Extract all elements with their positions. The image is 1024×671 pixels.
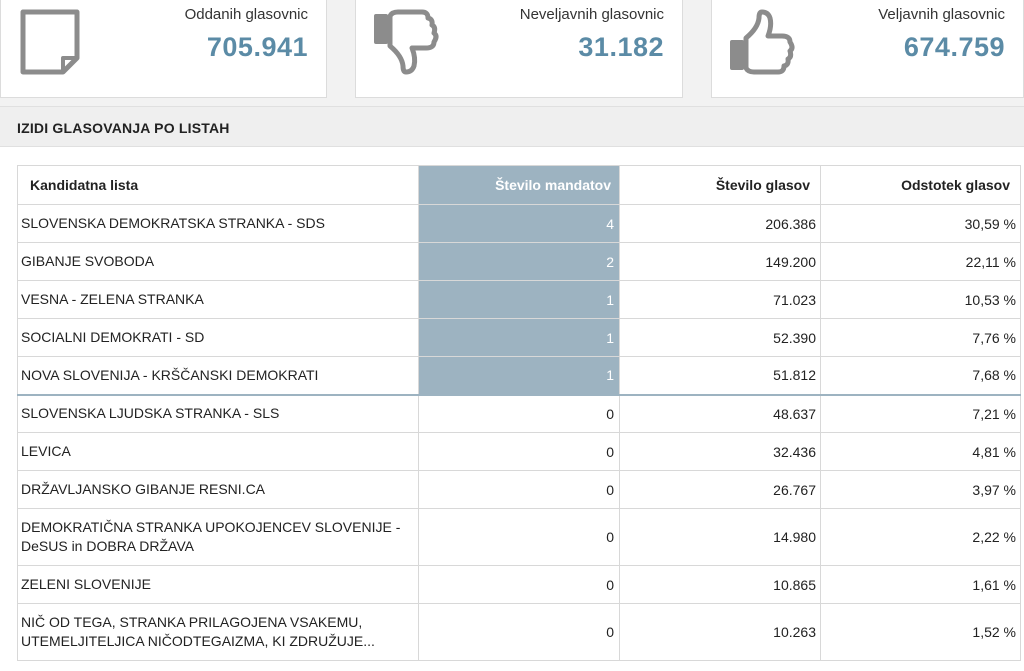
column-header-list[interactable]: Kandidatna lista [17,165,419,205]
table-row: DRŽAVLJANSKO GIBANJE RESNI.CA 0 26.767 3… [17,470,1021,509]
table-row: VESNA - ZELENA STRANKA 1 71.023 10,53 % [17,280,1021,319]
table-row: NIČ OD TEGA, STRANKA PRILAGOJENA VSAKEMU… [17,603,1021,661]
party-name: GIBANJE SVOBODA [17,242,419,281]
table-row: NOVA SLOVENIJA - KRŠČANSKI DEMOKRATI 1 5… [17,356,1021,396]
table-header-row: Kandidatna lista Število mandatov Števil… [17,165,1021,205]
seat-count: 4 [418,204,620,243]
vote-percent: 3,97 % [820,470,1021,509]
party-name: DEMOKRATIČNA STRANKA UPOKOJENCEV SLOVENI… [17,508,419,566]
seat-count: 2 [418,242,620,281]
table-row: LEVICA 0 32.436 4,81 % [17,432,1021,471]
column-header-votes[interactable]: Število glasov [619,165,821,205]
party-name: SLOVENSKA DEMOKRATSKA STRANKA - SDS [17,204,419,243]
seat-count: 0 [418,470,620,509]
table-row: SLOVENSKA DEMOKRATSKA STRANKA - SDS 4 20… [17,204,1021,243]
vote-percent: 7,68 % [820,356,1021,396]
results-table: Kandidatna lista Število mandatov Števil… [17,165,1021,661]
stat-label: Neveljavnih glasovnic [519,6,664,23]
seat-count: 0 [418,603,620,661]
results-section: IZIDI GLASOVANJA PO LISTAH Kandidatna li… [0,106,1024,671]
seat-count: 1 [418,356,620,396]
seat-count: 0 [418,432,620,471]
thumbs-down-icon [374,9,439,75]
party-name: SOCIALNI DEMOKRATI - SD [17,318,419,357]
table-row: ZELENI SLOVENIJE 0 10.865 1,61 % [17,565,1021,604]
stat-card-invalid: Neveljavnih glasovnic 31.182 [355,0,683,98]
vote-count: 206.386 [619,204,821,243]
seat-count: 1 [418,280,620,319]
stat-value: 674.759 [903,32,1005,62]
vote-percent: 7,76 % [820,318,1021,357]
vote-percent: 7,21 % [820,394,1021,433]
vote-percent: 22,11 % [820,242,1021,281]
thumbs-up-icon [730,9,795,75]
vote-count: 48.637 [619,394,821,433]
vote-percent: 1,52 % [820,603,1021,661]
stat-card-cast: Oddanih glasovnic 705.941 [0,0,327,98]
stat-value: 31.182 [578,32,664,62]
seat-count: 1 [418,318,620,357]
table-row: GIBANJE SVOBODA 2 149.200 22,11 % [17,242,1021,281]
seat-count: 0 [418,508,620,566]
ballot-paper-icon [20,9,80,75]
vote-percent: 30,59 % [820,204,1021,243]
table-row: SLOVENSKA LJUDSKA STRANKA - SLS 0 48.637… [17,394,1021,433]
vote-percent: 10,53 % [820,280,1021,319]
party-name: VESNA - ZELENA STRANKA [17,280,419,319]
vote-percent: 1,61 % [820,565,1021,604]
seat-count: 0 [418,394,620,433]
vote-count: 51.812 [619,356,821,396]
table-row: SOCIALNI DEMOKRATI - SD 1 52.390 7,76 % [17,318,1021,357]
seat-count: 0 [418,565,620,604]
table-row: DEMOKRATIČNA STRANKA UPOKOJENCEV SLOVENI… [17,508,1021,566]
column-header-percent[interactable]: Odstotek glasov [820,165,1021,205]
vote-percent: 4,81 % [820,432,1021,471]
stat-value: 705.941 [206,32,308,62]
vote-count: 32.436 [619,432,821,471]
vote-count: 14.980 [619,508,821,566]
party-name: SLOVENSKA LJUDSKA STRANKA - SLS [17,394,419,433]
vote-count: 71.023 [619,280,821,319]
party-name: LEVICA [17,432,419,471]
vote-count: 10.865 [619,565,821,604]
party-name: NIČ OD TEGA, STRANKA PRILAGOJENA VSAKEMU… [17,603,419,661]
column-header-seats[interactable]: Število mandatov [418,165,620,205]
party-name: DRŽAVLJANSKO GIBANJE RESNI.CA [17,470,419,509]
stat-label: Oddanih glasovnic [184,6,308,23]
party-name: NOVA SLOVENIJA - KRŠČANSKI DEMOKRATI [17,356,419,396]
section-title: IZIDI GLASOVANJA PO LISTAH [0,107,1024,147]
vote-count: 26.767 [619,470,821,509]
vote-percent: 2,22 % [820,508,1021,566]
vote-count: 52.390 [619,318,821,357]
stat-card-valid: Veljavnih glasovnic 674.759 [711,0,1024,98]
stat-label: Veljavnih glasovnic [878,6,1005,23]
vote-count: 10.263 [619,603,821,661]
party-name: ZELENI SLOVENIJE [17,565,419,604]
vote-count: 149.200 [619,242,821,281]
